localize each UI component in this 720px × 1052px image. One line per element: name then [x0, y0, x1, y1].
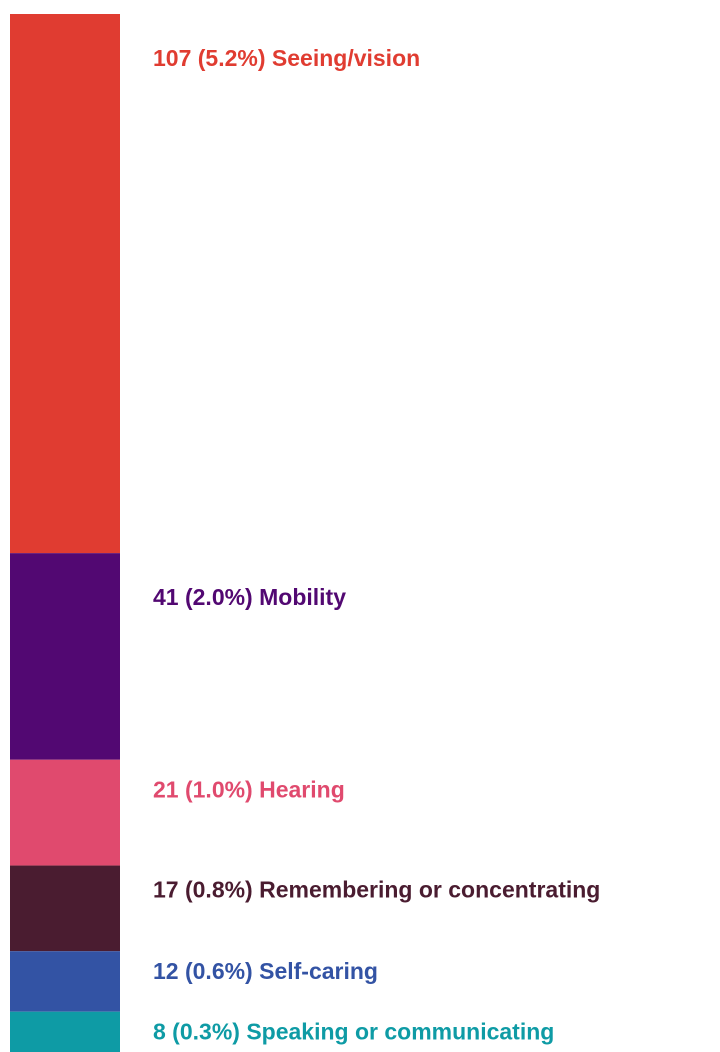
bar-segment	[10, 759, 120, 866]
bar-segment	[10, 553, 120, 760]
bar-segment	[10, 1011, 120, 1052]
category-name: Remembering or concentrating	[259, 876, 600, 902]
category-name: Mobility	[259, 584, 346, 610]
category-name: Seeing/vision	[272, 45, 420, 71]
value-label: 21 (1.0%)	[153, 777, 253, 803]
segment-label: 107 (5.2%) Seeing/vision	[153, 45, 420, 71]
bar-segment	[10, 951, 120, 1012]
segment-label: 12 (0.6%) Self-caring	[153, 958, 378, 984]
bar-segment	[10, 865, 120, 952]
bar-segment	[10, 14, 120, 554]
value-label: 8 (0.3%)	[153, 1019, 240, 1045]
value-label: 41 (2.0%)	[153, 584, 253, 610]
segment-label: 8 (0.3%) Speaking or communicating	[153, 1019, 554, 1045]
category-name: Self-caring	[259, 958, 378, 984]
segment-label: 41 (2.0%) Mobility	[153, 584, 346, 610]
segment-label: 21 (1.0%) Hearing	[153, 777, 345, 803]
value-label: 12 (0.6%)	[153, 958, 253, 984]
category-name: Speaking or communicating	[246, 1019, 554, 1045]
segment-label: 17 (0.8%) Remembering or concentrating	[153, 876, 600, 902]
value-label: 107 (5.2%)	[153, 45, 266, 71]
category-name: Hearing	[259, 777, 345, 803]
value-label: 17 (0.8%)	[153, 876, 253, 902]
